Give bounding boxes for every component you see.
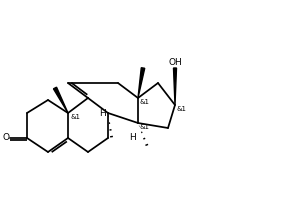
Polygon shape	[173, 68, 177, 105]
Text: H: H	[99, 109, 106, 117]
Text: &1: &1	[139, 99, 149, 105]
Polygon shape	[138, 68, 145, 98]
Text: &1: &1	[176, 106, 186, 112]
Text: &1: &1	[70, 114, 80, 120]
Text: H: H	[129, 133, 136, 142]
Text: OH: OH	[168, 58, 182, 67]
Polygon shape	[53, 87, 68, 113]
Text: &1: &1	[139, 124, 149, 130]
Text: O: O	[2, 133, 9, 143]
